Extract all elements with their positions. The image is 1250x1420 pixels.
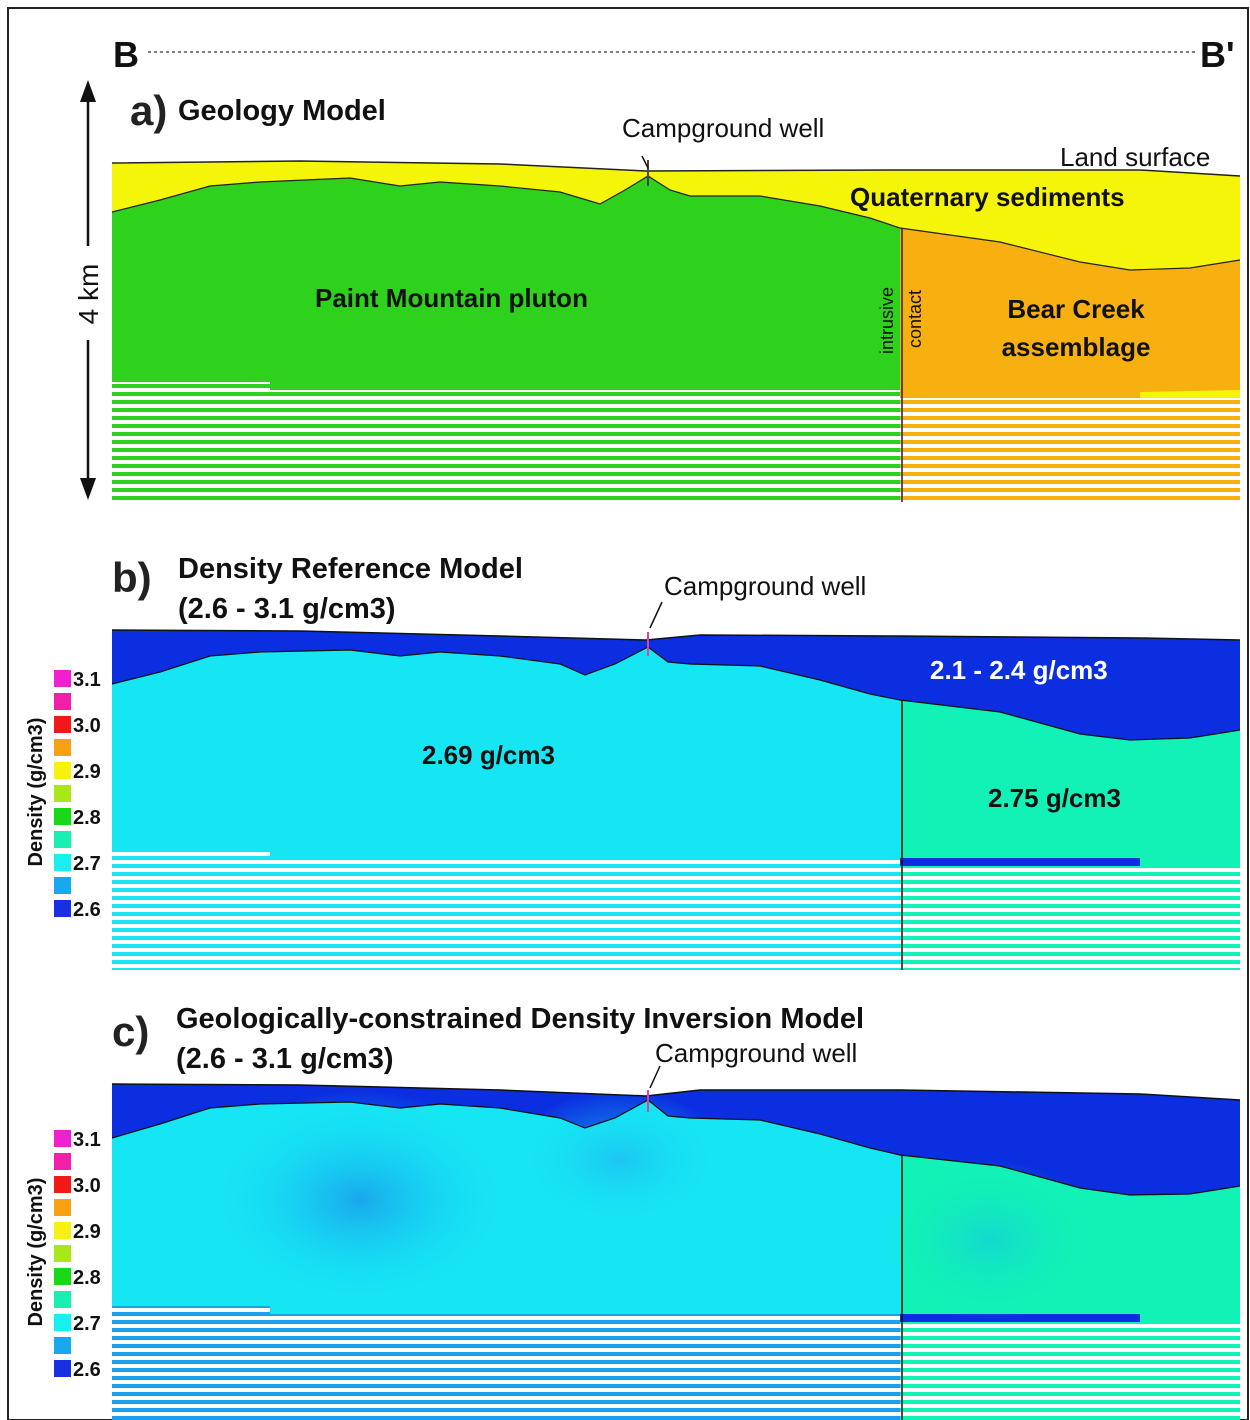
colorbar-swatch	[54, 785, 71, 802]
panel-a-title: Geology Model	[178, 95, 386, 127]
contact-label-2: contact	[905, 290, 925, 348]
bear-creek-density-unit	[900, 700, 1240, 866]
pluton-unit	[112, 176, 900, 398]
arrow-down-icon	[80, 478, 96, 500]
bear-creek-label-2: assemblage	[1002, 332, 1151, 362]
panel-b-reference: b) Density Reference Model (2.6 - 3.1 g/…	[111, 553, 1241, 970]
colorbar-swatch	[54, 1268, 71, 1285]
colorbar-swatch	[54, 1360, 71, 1377]
panel-c-title: Geologically-constrained Density Inversi…	[176, 1003, 864, 1035]
colorbar-swatch	[54, 1337, 71, 1354]
colorbar-c-axis-label: Density (g/cm3)	[25, 1178, 47, 1327]
bear-creek-anomaly	[880, 1160, 1100, 1320]
pluton-density-unit	[112, 647, 900, 866]
colorbar-swatch	[54, 1245, 71, 1262]
bear-creek-unit	[900, 228, 1240, 398]
colorbar-swatch	[54, 693, 71, 710]
pluton-label: Paint Mountain pluton	[315, 283, 588, 313]
colorbar-b-axis-label: Density (g/cm3)	[25, 718, 47, 867]
colorbar-swatch	[54, 739, 71, 756]
low-density-anomaly	[200, 1090, 520, 1310]
depth-scale-bar: 4 km	[73, 80, 104, 500]
colorbar-swatch	[54, 1130, 71, 1147]
figure-frame	[7, 7, 1249, 1420]
land-surface-label: Land surface	[1060, 142, 1210, 172]
scale-bar-label: 4 km	[73, 264, 104, 325]
panel-a-letter: a)	[130, 87, 167, 134]
colorbar-swatch	[54, 877, 71, 894]
section-start-label: B	[113, 34, 139, 75]
colorbar-swatch	[54, 1176, 71, 1193]
colorbar-panel-c: Density (g/cm3) 3.1 3.0 2.9 2.8 2.7 2.6	[25, 1129, 101, 1381]
bear-creek-label-1: Bear Creek	[1007, 294, 1145, 324]
colorbar-tick-label: 3.1	[73, 1129, 101, 1151]
colorbar-tick-label: 2.7	[73, 1313, 101, 1335]
pluton-density-label: 2.69 g/cm3	[422, 740, 555, 770]
panel-b-range: (2.6 - 3.1 g/cm3)	[178, 593, 396, 625]
panel-c-letter: c)	[112, 1008, 149, 1055]
colorbar-swatch	[54, 670, 71, 687]
colorbar-swatch	[54, 854, 71, 871]
panel-a-well-label: Campground well	[622, 113, 824, 143]
colorbar-swatch	[54, 1291, 71, 1308]
panel-b-letter: b)	[112, 554, 152, 601]
colorbar-tick-label: 2.9	[73, 761, 101, 783]
colorbar-tick-label: 2.8	[73, 1267, 101, 1289]
colorbar-swatch	[54, 831, 71, 848]
colorbar-tick-label: 3.0	[73, 715, 101, 737]
colorbar-swatch	[54, 1222, 71, 1239]
colorbar-tick-label: 2.9	[73, 1221, 101, 1243]
panel-a-geology: a) Geology Model Campground well Land su…	[111, 87, 1241, 502]
colorbar-panel-b: Density (g/cm3) 3.1 3.0 2.9 2.8 2.7 2.6	[25, 669, 101, 921]
colorbar-swatch	[54, 1199, 71, 1216]
colorbar-tick-label: 2.8	[73, 807, 101, 829]
sediments-label: Quaternary sediments	[850, 182, 1125, 212]
arrow-up-icon	[80, 80, 96, 102]
colorbar-tick-label: 3.0	[73, 1175, 101, 1197]
colorbar-swatch	[54, 716, 71, 733]
colorbar-swatch	[54, 762, 71, 779]
panel-b-well-label: Campground well	[664, 571, 866, 601]
colorbar-swatch	[54, 1314, 71, 1331]
contact-label-1: intrusive	[877, 287, 897, 354]
colorbar-tick-label: 2.6	[73, 899, 101, 921]
low-density-anomaly-2	[510, 1090, 730, 1230]
sediment-density-label: 2.1 - 2.4 g/cm3	[930, 655, 1108, 685]
colorbar-swatch	[54, 808, 71, 825]
section-end-label: B'	[1200, 34, 1235, 75]
panel-b-title: Density Reference Model	[178, 553, 523, 585]
land-surface-line	[111, 160, 1241, 177]
colorbar-tick-label: 3.1	[73, 669, 101, 691]
colorbar-tick-label: 2.7	[73, 853, 101, 875]
panel-c-well-label: Campground well	[655, 1038, 857, 1068]
colorbar-swatch	[54, 1153, 71, 1170]
colorbar-tick-label: 2.6	[73, 1359, 101, 1381]
bear-creek-density-label: 2.75 g/cm3	[988, 783, 1121, 813]
colorbar-swatch	[54, 900, 71, 917]
panel-c-inversion: c) Geologically-constrained Density Inve…	[111, 1003, 1241, 1420]
panel-c-range: (2.6 - 3.1 g/cm3)	[176, 1043, 394, 1075]
